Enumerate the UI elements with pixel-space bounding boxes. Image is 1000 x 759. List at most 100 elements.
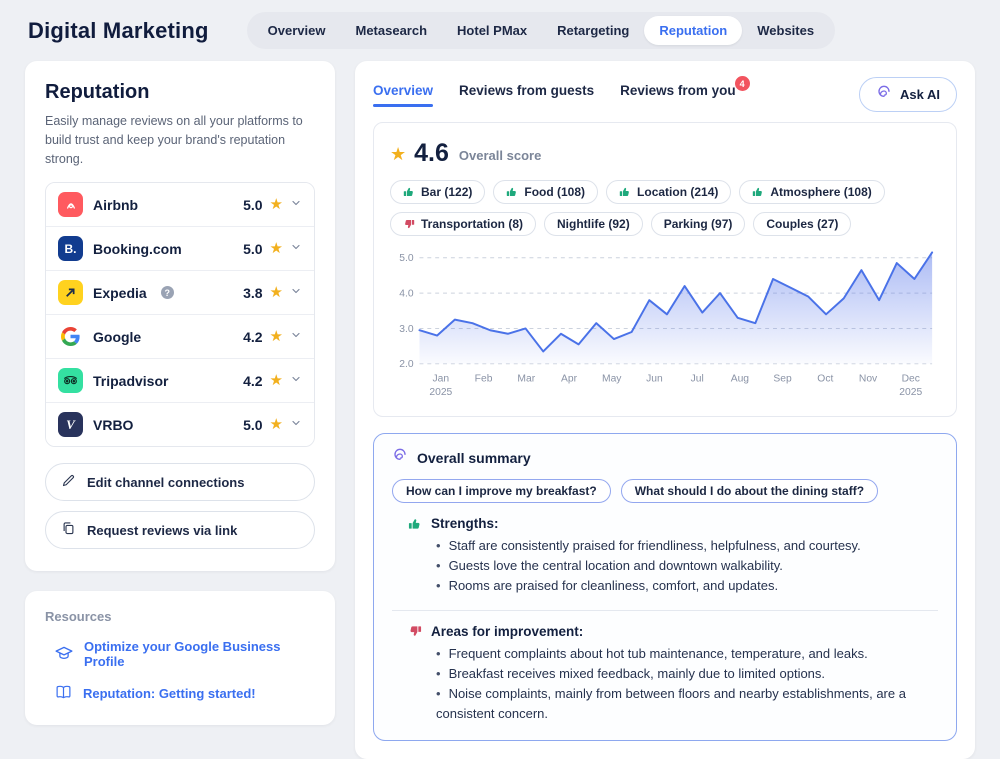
channel-row-booking[interactable]: B. Booking.com 5.0 ★ <box>46 227 314 272</box>
svg-text:2.0: 2.0 <box>399 359 414 370</box>
channel-rating: 5.0 <box>243 196 263 213</box>
summary-bullet: Staff are consistently praised for frien… <box>436 536 938 556</box>
strengths-list: Staff are consistently praised for frien… <box>436 536 938 596</box>
nav-tab-websites[interactable]: Websites <box>742 16 829 45</box>
channel-row-tripadvisor[interactable]: Tripadvisor 4.2 ★ <box>46 359 314 404</box>
suggestion-chip-2[interactable]: What should I do about the dining staff? <box>620 479 879 504</box>
overview-card: ★ 4.6 Overall score Bar (122) Food (108) L… <box>373 122 957 418</box>
topic-chip-location[interactable]: Location (214) <box>606 180 732 204</box>
reputation-panel: Reputation Easily manage reviews on all … <box>25 61 335 572</box>
edit-channel-connections-button[interactable]: Edit channel connections <box>45 463 315 502</box>
summary-bullet: Breakfast receives mixed feedback, mainl… <box>436 664 938 684</box>
nav-tab-hotel-pmax[interactable]: Hotel PMax <box>442 16 542 45</box>
thumbs-up-icon <box>403 186 415 198</box>
summary-bullet: Guests love the central location and dow… <box>436 556 938 576</box>
resource-link-1[interactable]: Optimize your Google Business Profile <box>45 639 315 669</box>
suggestion-chips: How can I improve my breakfast? What shou… <box>392 479 938 504</box>
svg-text:Sep: Sep <box>773 373 792 384</box>
chip-label: Location (214) <box>637 185 719 199</box>
channel-rating: 3.8 <box>243 284 263 301</box>
open-book-icon <box>55 684 72 703</box>
svg-text:Feb: Feb <box>475 373 493 384</box>
improvements-title-row: Areas for improvement: <box>408 624 938 639</box>
chip-label: Food (108) <box>524 185 586 199</box>
chip-label: Nightlife (92) <box>557 217 630 231</box>
suggestion-chip-1[interactable]: How can I improve my breakfast? <box>392 479 611 504</box>
channel-rating: 4.2 <box>243 328 263 345</box>
tab-overview[interactable]: Overview <box>373 83 434 107</box>
tab-reviews-from-guests[interactable]: Reviews from guests <box>459 83 594 107</box>
main-panel: Overview Reviews from guests Reviews from … <box>355 61 975 759</box>
resource-links: Optimize your Google Business Profile Rep… <box>45 639 315 703</box>
booking-icon: B. <box>58 236 83 262</box>
ask-ai-button[interactable]: Ask AI <box>859 77 957 112</box>
topic-chip-nightlife[interactable]: Nightlife (92) <box>544 212 643 236</box>
app-title: Digital Marketing <box>28 17 209 43</box>
channel-name: VRBO <box>93 416 134 433</box>
topic-chip-food[interactable]: Food (108) <box>493 180 599 204</box>
channel-name: Airbnb <box>93 196 139 213</box>
resource-link-2[interactable]: Reputation: Getting started! <box>45 684 315 703</box>
chevron-down-icon[interactable] <box>290 240 302 258</box>
nav-tab-reputation[interactable]: Reputation <box>644 16 743 45</box>
improvements-section: Areas for improvement: Frequent complain… <box>392 624 938 725</box>
airbnb-icon <box>58 192 83 218</box>
nav-tab-overview[interactable]: Overview <box>253 16 341 45</box>
star-icon: ★ <box>269 284 283 302</box>
channel-rating: 5.0 <box>243 240 263 257</box>
tab-reviews-from-you[interactable]: Reviews from you 4 <box>620 76 750 107</box>
strengths-title: Strengths: <box>431 516 499 532</box>
ai-swirl-icon <box>876 85 892 104</box>
top-nav: Overview Metasearch Hotel PMax Retargeting R… <box>246 12 836 49</box>
channel-rating: 4.2 <box>243 372 263 389</box>
ask-ai-label: Ask AI <box>900 87 940 102</box>
graduation-cap-icon <box>55 645 73 664</box>
topic-chip-parking[interactable]: Parking (97) <box>650 212 746 236</box>
svg-text:2025: 2025 <box>429 387 452 398</box>
overall-score-row: ★ 4.6 Overall score <box>390 139 940 168</box>
topic-chip-couples[interactable]: Couples (27) <box>753 212 852 236</box>
svg-text:Jul: Jul <box>691 373 704 384</box>
channel-row-airbnb[interactable]: Airbnb 5.0 ★ <box>46 183 314 228</box>
pencil-icon <box>61 473 76 491</box>
svg-text:Oct: Oct <box>817 373 833 384</box>
help-icon[interactable]: ? <box>160 286 174 300</box>
chevron-down-icon[interactable] <box>290 372 302 390</box>
improvements-list: Frequent complaints about hot tub mainte… <box>436 644 938 725</box>
chip-label: Couples (27) <box>766 217 839 231</box>
thumbs-up-icon <box>752 186 764 198</box>
chevron-down-icon[interactable] <box>290 328 302 346</box>
svg-text:Jun: Jun <box>646 373 663 384</box>
channel-name: Booking.com <box>93 240 182 257</box>
strengths-title-row: Strengths: <box>408 516 938 531</box>
topic-chip-atmosphere[interactable]: Atmosphere (108) <box>739 180 885 204</box>
chevron-down-icon[interactable] <box>290 284 302 302</box>
chip-label: Bar (122) <box>421 185 473 199</box>
svg-text:3.0: 3.0 <box>399 324 414 335</box>
app-header: Digital Marketing Overview Metasearch Hote… <box>0 0 1000 59</box>
nav-tab-retargeting[interactable]: Retargeting <box>542 16 644 45</box>
channel-row-google[interactable]: Google 4.2 ★ <box>46 315 314 360</box>
ratings-trend-chart: 2.0 3.0 4.0 5.0 Jan 2025 Feb Mar Apr May Jun Jul Aug… <box>390 244 940 408</box>
topic-chip-transportation[interactable]: Transportation (8) <box>390 212 537 236</box>
chip-label: Transportation (8) <box>421 217 524 231</box>
nav-tab-metasearch[interactable]: Metasearch <box>340 16 442 45</box>
svg-text:Apr: Apr <box>561 373 578 384</box>
star-icon: ★ <box>269 196 283 214</box>
channel-row-expedia[interactable]: Expedia? 3.8 ★ <box>46 271 314 316</box>
summary-header: Overall summary <box>392 448 938 467</box>
ai-swirl-icon <box>392 448 408 467</box>
topic-chip-bar[interactable]: Bar (122) <box>390 180 486 204</box>
chevron-down-icon[interactable] <box>290 196 302 214</box>
edit-channel-connections-label: Edit channel connections <box>87 474 245 490</box>
summary-title: Overall summary <box>417 449 531 466</box>
overall-score-value: 4.6 <box>414 139 449 167</box>
chevron-down-icon[interactable] <box>290 416 302 434</box>
notification-badge: 4 <box>734 76 750 91</box>
request-reviews-button[interactable]: Request reviews via link <box>45 511 315 550</box>
channel-row-vrbo[interactable]: V VRBO 5.0 ★ <box>46 403 314 447</box>
star-icon: ★ <box>269 372 283 390</box>
channel-name: Expedia <box>93 284 147 301</box>
svg-text:Dec: Dec <box>902 373 920 384</box>
request-reviews-label: Request reviews via link <box>87 522 238 538</box>
